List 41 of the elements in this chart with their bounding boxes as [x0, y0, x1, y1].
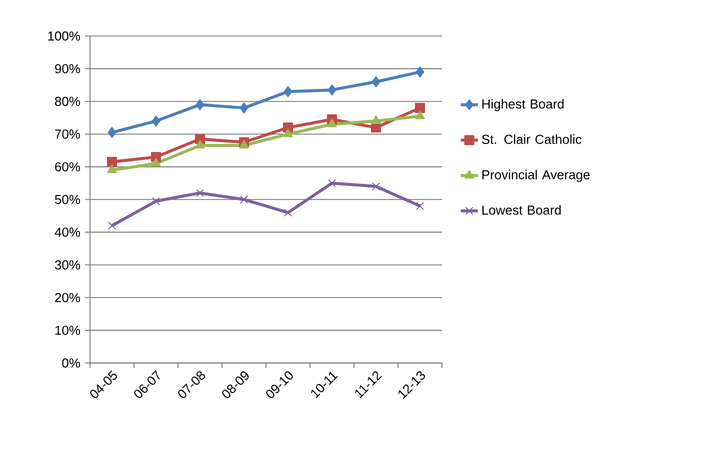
point	[239, 140, 249, 149]
point	[372, 182, 380, 190]
y-tick-label: 20%	[55, 292, 80, 302]
y-tick-label: 50%	[54, 194, 80, 204]
point	[107, 156, 118, 167]
y-tick-label: 80%	[55, 96, 80, 106]
point	[328, 84, 336, 96]
legend-label: Lowest Board	[482, 205, 561, 215]
y-tick-label: 40%	[54, 228, 80, 237]
point	[328, 179, 336, 188]
point	[108, 126, 116, 138]
point	[284, 86, 292, 98]
point	[371, 116, 381, 124]
point	[240, 195, 248, 204]
legend-label: Provincial Average	[482, 170, 590, 182]
point	[240, 102, 248, 114]
legend-label: St. Clair Catholic	[482, 134, 582, 144]
y-tick-label: 100%	[48, 31, 80, 41]
point	[196, 99, 204, 110]
point	[195, 140, 205, 149]
point	[415, 102, 425, 113]
y-tick-label: 10%	[55, 326, 80, 335]
y-tick-label: 0%	[62, 358, 80, 368]
point	[416, 202, 424, 210]
point	[283, 128, 293, 138]
point	[151, 158, 161, 167]
point	[196, 188, 204, 197]
point	[416, 66, 424, 78]
point	[107, 164, 117, 174]
point	[327, 118, 337, 128]
y-tick-label: 30%	[54, 260, 80, 270]
point	[108, 222, 116, 230]
point	[415, 110, 425, 120]
point	[152, 116, 160, 127]
point	[152, 197, 160, 206]
legend-label: Highest Board	[482, 99, 564, 112]
point	[372, 76, 380, 88]
y-tick-label: 90%	[55, 64, 80, 74]
y-tick-label: 60%	[55, 162, 80, 172]
point	[284, 208, 292, 217]
y-tick-label: 70%	[55, 129, 80, 139]
